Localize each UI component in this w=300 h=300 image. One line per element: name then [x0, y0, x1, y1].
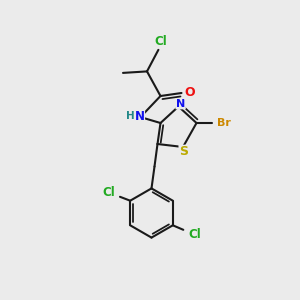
- Text: Br: Br: [217, 118, 230, 128]
- Text: Cl: Cl: [154, 35, 167, 48]
- Text: H: H: [125, 111, 134, 121]
- Text: Cl: Cl: [102, 186, 115, 199]
- Text: N: N: [176, 99, 185, 109]
- Text: Cl: Cl: [188, 228, 201, 241]
- Text: O: O: [184, 86, 195, 99]
- Text: N: N: [134, 110, 145, 123]
- Text: S: S: [179, 145, 188, 158]
